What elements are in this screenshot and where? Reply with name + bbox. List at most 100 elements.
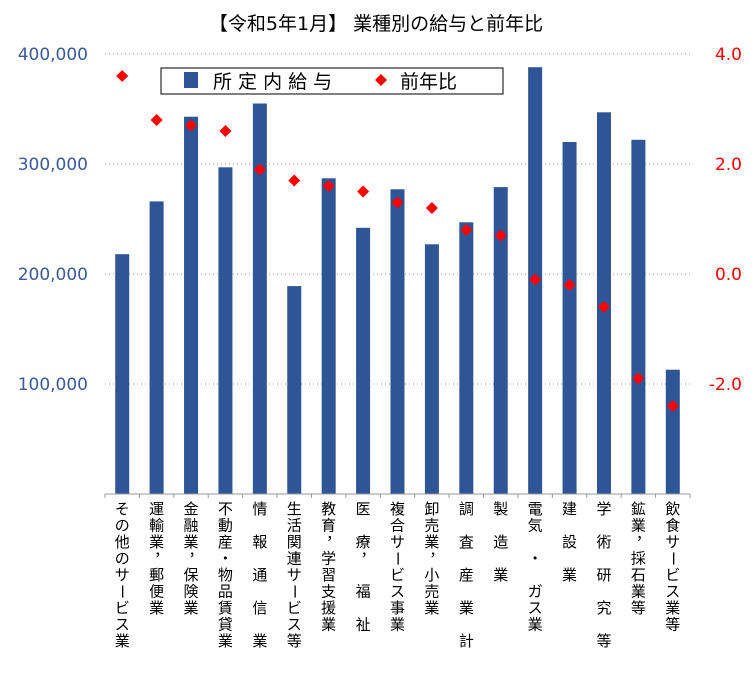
svg-text:融: 融	[184, 517, 199, 535]
left-axis-ticks: 100,000 200,000 300,000 400,000	[18, 45, 88, 395]
bar	[184, 116, 199, 494]
svg-text:業: 業	[252, 632, 267, 650]
yoy-marker	[597, 301, 610, 313]
left-axis-tick-label: 400,000	[18, 45, 88, 65]
category-label: 医 療， 福 祉	[356, 500, 376, 634]
svg-text:業: 業	[631, 517, 646, 535]
yoy-marker	[529, 273, 542, 286]
svg-text:ー: ー	[113, 584, 131, 599]
svg-text:報: 報	[252, 533, 267, 551]
svg-text:福: 福	[356, 583, 371, 601]
svg-text:小: 小	[424, 566, 439, 584]
bar	[356, 227, 371, 495]
bar	[631, 139, 646, 495]
svg-text:産: 産	[459, 566, 474, 584]
bar	[287, 286, 302, 494]
yoy-marker	[116, 70, 129, 82]
yoy-marker	[632, 372, 645, 385]
svg-text:業: 業	[528, 616, 543, 634]
svg-text:産: 産	[218, 533, 233, 551]
svg-text:飲: 飲	[665, 500, 680, 518]
yoy-marker	[322, 180, 335, 192]
svg-text:等: 等	[665, 616, 680, 634]
category-label: 学 術 研 究 等	[596, 500, 611, 650]
bar	[459, 222, 474, 495]
svg-text:ー: ー	[389, 551, 407, 566]
svg-text:業: 業	[424, 533, 439, 551]
svg-text:便: 便	[149, 583, 164, 601]
svg-text:賃: 賃	[218, 599, 233, 617]
svg-text:ビ: ビ	[665, 566, 680, 584]
svg-text:術: 術	[596, 533, 611, 551]
svg-text:売: 売	[424, 517, 439, 535]
svg-text:業: 業	[493, 566, 508, 584]
svg-text:売: 売	[424, 583, 439, 601]
svg-text:祉: 祉	[356, 616, 371, 634]
bar	[390, 189, 405, 495]
svg-text:，: ，	[361, 542, 376, 560]
yoy-marker	[253, 163, 266, 176]
left-axis-tick-label: 200,000	[18, 265, 88, 285]
svg-text:ー: ー	[285, 584, 303, 599]
svg-text:等: 等	[596, 632, 611, 650]
svg-text:業: 業	[665, 599, 680, 617]
svg-text:究: 究	[596, 599, 611, 617]
svg-text:険: 険	[184, 583, 199, 601]
svg-text:物: 物	[218, 566, 233, 584]
yoy-marker	[391, 196, 404, 209]
svg-text:ガ: ガ	[528, 583, 543, 601]
svg-text:サ: サ	[665, 533, 680, 551]
svg-text:採: 採	[631, 550, 646, 568]
svg-text:サ: サ	[115, 566, 130, 584]
bar	[562, 142, 577, 494]
yoy-marker	[288, 174, 301, 187]
svg-text:，: ，	[429, 542, 444, 560]
svg-text:ビ: ビ	[115, 599, 130, 617]
svg-text:郵: 郵	[149, 566, 164, 584]
legend-bar-label: 所 定 内 給 与	[213, 71, 332, 93]
svg-text:そ: そ	[115, 500, 130, 518]
svg-text:サ: サ	[287, 566, 302, 584]
left-axis-tick-label: 100,000	[18, 375, 88, 395]
svg-text:卸: 卸	[424, 500, 439, 518]
svg-text:金: 金	[184, 500, 199, 518]
legend-marker-label: 前年比	[400, 71, 457, 93]
svg-text:業: 業	[115, 632, 130, 650]
svg-text:業: 業	[218, 632, 233, 650]
svg-text:食: 食	[665, 517, 680, 535]
svg-text:造: 造	[493, 533, 508, 551]
svg-text:ス: ス	[665, 583, 680, 601]
svg-text:業: 業	[149, 599, 164, 617]
svg-text:情: 情	[252, 500, 267, 518]
svg-text:連: 連	[287, 550, 302, 568]
svg-text:業: 業	[184, 599, 199, 617]
svg-text:製: 製	[493, 500, 508, 518]
svg-text:・: ・	[528, 550, 543, 568]
svg-text:習: 習	[321, 566, 336, 584]
svg-text:援: 援	[321, 599, 336, 617]
svg-text:業: 業	[562, 566, 577, 584]
svg-text:，: ，	[636, 525, 651, 543]
yoy-marker	[425, 202, 438, 214]
category-label: 電気 ・ ガス業	[528, 500, 543, 634]
svg-text:，: ，	[326, 525, 341, 543]
svg-text:業: 業	[424, 599, 439, 617]
svg-text:輸: 輸	[149, 517, 164, 535]
svg-text:保: 保	[184, 566, 199, 584]
svg-text:調: 調	[459, 500, 474, 518]
svg-text:ス: ス	[528, 599, 543, 617]
svg-text:設: 設	[562, 533, 577, 551]
svg-text:業: 業	[184, 533, 199, 551]
bar	[665, 369, 680, 494]
bar	[252, 103, 267, 494]
axes	[104, 493, 691, 498]
legend-box	[160, 67, 504, 95]
svg-text:学: 学	[596, 500, 611, 518]
yoy-marker	[563, 279, 576, 291]
legend: 所 定 内 給 与 前年比	[160, 67, 504, 95]
yoy-marker	[460, 224, 473, 236]
